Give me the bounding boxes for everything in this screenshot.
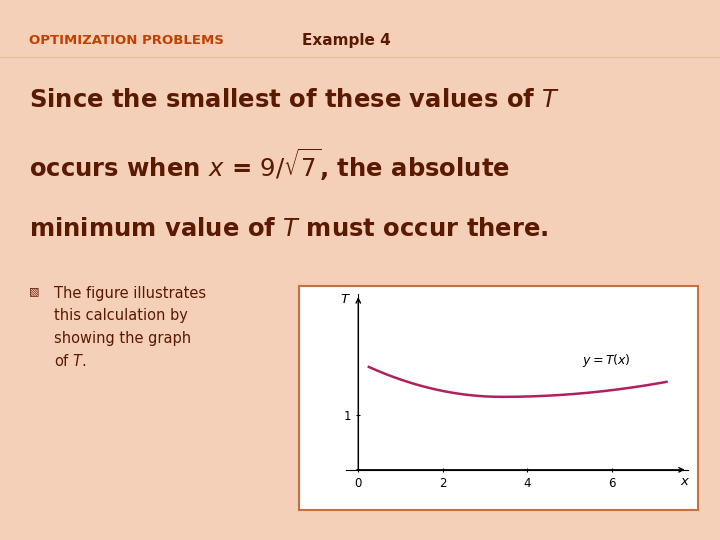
Bar <box>299 286 698 510</box>
Text: $T$: $T$ <box>340 293 351 306</box>
Text: $x$: $x$ <box>680 475 690 488</box>
Text: minimum value of $\mathit{T}$ must occur there.: minimum value of $\mathit{T}$ must occur… <box>29 218 549 241</box>
Text: The figure illustrates
this calculation by
showing the graph
of $\mathit{T}$.: The figure illustrates this calculation … <box>54 286 206 369</box>
Text: OPTIMIZATION PROBLEMS: OPTIMIZATION PROBLEMS <box>29 34 224 47</box>
Text: Example 4: Example 4 <box>302 33 391 48</box>
Text: Since the smallest of these values of $\mathit{T}$: Since the smallest of these values of $\… <box>29 88 560 112</box>
Text: occurs when $\mathit{x}$ = $9/\sqrt{7}$, the absolute: occurs when $\mathit{x}$ = $9/\sqrt{7}$,… <box>29 146 510 183</box>
Text: $y = T(x)$: $y = T(x)$ <box>582 352 631 369</box>
Text: ▧: ▧ <box>29 286 40 296</box>
